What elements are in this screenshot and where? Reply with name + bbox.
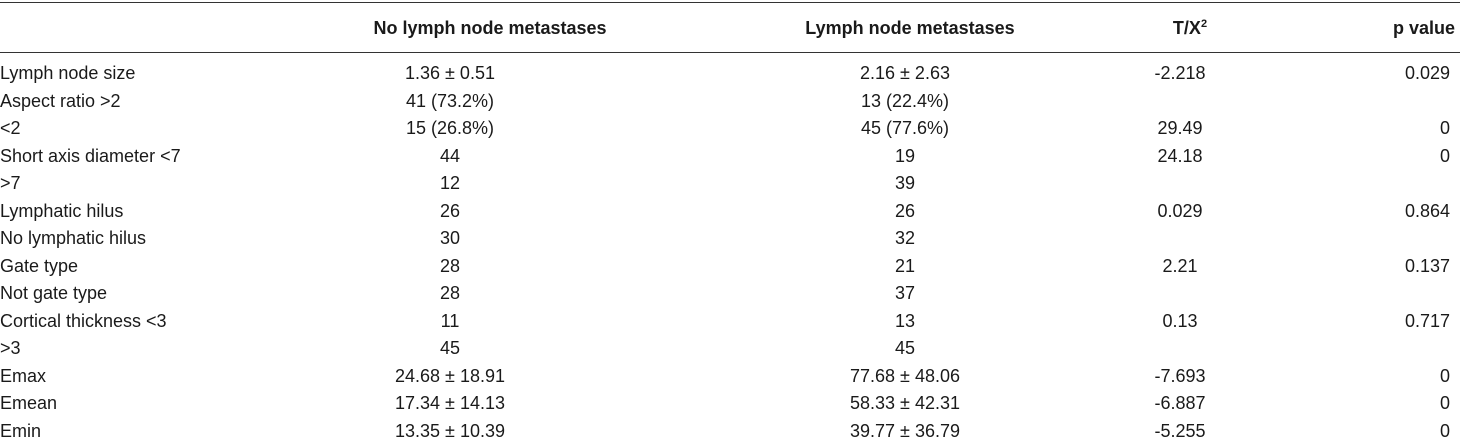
- row-label: Emean: [0, 390, 57, 418]
- cell-metastases: 13 (22.4%): [740, 88, 1070, 116]
- header-t-x2-superscript: 2: [1201, 18, 1207, 30]
- cell-no-metastases: 28: [300, 253, 600, 281]
- cell-p-value: 0: [1300, 143, 1450, 171]
- cell-metastases: 37: [740, 280, 1070, 308]
- cell-metastases: 45: [740, 335, 1070, 363]
- cell-metastases: 19: [740, 143, 1070, 171]
- cell-no-metastases: 45: [300, 335, 600, 363]
- header-metastases: Lymph node metastases: [740, 18, 1080, 39]
- table-row: Gate type 28 21 2.21 0.137: [0, 253, 1460, 281]
- row-label: Not gate type: [0, 280, 107, 308]
- cell-t-x2: 0.029: [1100, 198, 1260, 226]
- table-row: Not gate type 28 37: [0, 280, 1460, 308]
- table-row: >7 12 39: [0, 170, 1460, 198]
- cell-metastases: 45 (77.6%): [740, 115, 1070, 143]
- cell-p-value: 0: [1300, 390, 1450, 418]
- table-row: Lymphatic hilus 26 26 0.029 0.864: [0, 198, 1460, 226]
- cell-p-value: 0: [1300, 363, 1450, 391]
- cell-no-metastases: 17.34 ± 14.13: [300, 390, 600, 418]
- cell-t-x2: 0.13: [1100, 308, 1260, 336]
- cell-metastases: 21: [740, 253, 1070, 281]
- cell-p-value: 0.717: [1300, 308, 1450, 336]
- cell-metastases: 32: [740, 225, 1070, 253]
- cell-no-metastases: 41 (73.2%): [300, 88, 600, 116]
- cell-no-metastases: 12: [300, 170, 600, 198]
- header-rule: [0, 52, 1460, 53]
- header-no-metastases: No lymph node metastases: [300, 18, 680, 39]
- cell-p-value: 0.137: [1300, 253, 1450, 281]
- cell-no-metastases: 44: [300, 143, 600, 171]
- row-label: <2: [0, 115, 21, 143]
- cell-t-x2: -6.887: [1100, 390, 1260, 418]
- cell-p-value: 0: [1300, 115, 1450, 143]
- cell-metastases: 13: [740, 308, 1070, 336]
- cell-no-metastases: 15 (26.8%): [300, 115, 600, 143]
- header-t-x2-base: T/X: [1173, 18, 1201, 38]
- table-row: <2 15 (26.8%) 45 (77.6%) 29.49 0: [0, 115, 1460, 143]
- cell-metastases: 58.33 ± 42.31: [740, 390, 1070, 418]
- cell-metastases: 2.16 ± 2.63: [740, 60, 1070, 88]
- cell-t-x2: 2.21: [1100, 253, 1260, 281]
- row-label: Emax: [0, 363, 46, 391]
- cell-p-value: 0.029: [1300, 60, 1450, 88]
- header-t-x2: T/X2: [1150, 18, 1230, 39]
- cell-no-metastases: 24.68 ± 18.91: [300, 363, 600, 391]
- cell-t-x2: 29.49: [1100, 115, 1260, 143]
- row-label: >3: [0, 335, 21, 363]
- cell-no-metastases: 11: [300, 308, 600, 336]
- table-row: Cortical thickness <3 11 13 0.13 0.717: [0, 308, 1460, 336]
- cell-metastases: 26: [740, 198, 1070, 226]
- row-label: Aspect ratio >2: [0, 88, 121, 116]
- cell-no-metastases: 1.36 ± 0.51: [300, 60, 600, 88]
- cell-no-metastases: 30: [300, 225, 600, 253]
- row-label: >7: [0, 170, 21, 198]
- table-row: Emean 17.34 ± 14.13 58.33 ± 42.31 -6.887 0: [0, 390, 1460, 418]
- table-row: Aspect ratio >2 41 (73.2%) 13 (22.4%): [0, 88, 1460, 116]
- cell-t-x2: -7.693: [1100, 363, 1260, 391]
- row-label: Short axis diameter <7: [0, 143, 181, 171]
- cell-metastases: 39: [740, 170, 1070, 198]
- cell-metastases: 77.68 ± 48.06: [740, 363, 1070, 391]
- table-row: Lymph node size 1.36 ± 0.51 2.16 ± 2.63 -2.…: [0, 60, 1460, 88]
- cell-t-x2: 24.18: [1100, 143, 1260, 171]
- cell-no-metastases: 26: [300, 198, 600, 226]
- table-row: >3 45 45: [0, 335, 1460, 363]
- cell-no-metastases: 28: [300, 280, 600, 308]
- table-header-row: No lymph node metastases Lymph node meta…: [0, 3, 1460, 52]
- table-body: Lymph node size 1.36 ± 0.51 2.16 ± 2.63 -2.…: [0, 60, 1460, 445]
- row-label: Gate type: [0, 253, 78, 281]
- row-label: Lymphatic hilus: [0, 198, 123, 226]
- cell-p-value: 0.864: [1300, 198, 1450, 226]
- row-label: Lymph node size: [0, 60, 135, 88]
- cell-t-x2: -2.218: [1100, 60, 1260, 88]
- table-row: Emax 24.68 ± 18.91 77.68 ± 48.06 -7.693 0: [0, 363, 1460, 391]
- row-label: No lymphatic hilus: [0, 225, 146, 253]
- table-row: Short axis diameter <7 44 19 24.18 0: [0, 143, 1460, 171]
- row-label: Cortical thickness <3: [0, 308, 167, 336]
- header-p-value: p value: [1340, 18, 1455, 39]
- table-row: No lymphatic hilus 30 32: [0, 225, 1460, 253]
